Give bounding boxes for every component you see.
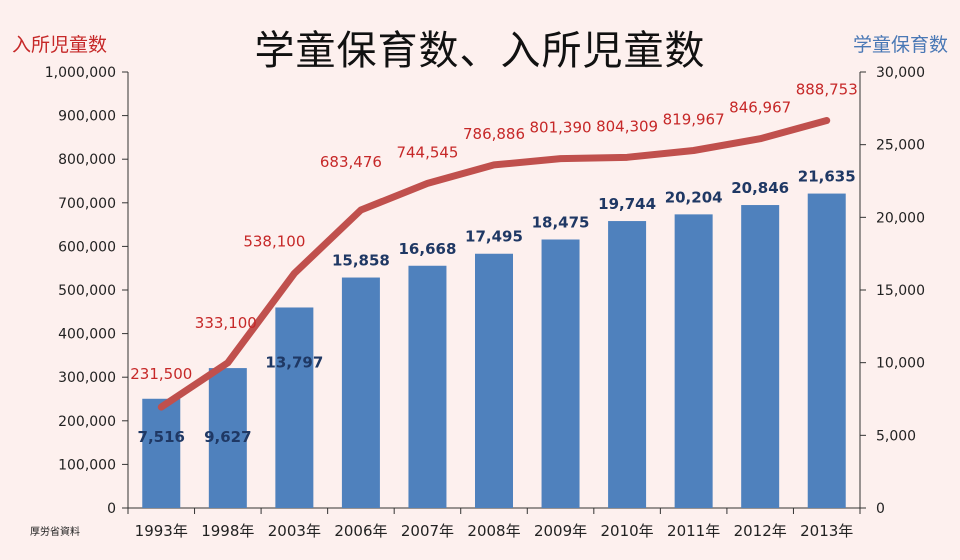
chart-title: 学童保育数、入所児童数 [254,28,706,74]
left-tick-label: 700,000 [58,196,116,212]
line-data-label: 801,390 [530,119,592,137]
right-tick-label: 20,000 [876,210,925,226]
bar-data-label: 17,495 [465,228,523,246]
right-axis-title: 学童保育数 [852,34,948,56]
bar [275,307,314,508]
bar [208,368,247,508]
x-tick-label: 1998年 [201,522,254,540]
left-tick-label: 600,000 [58,239,116,255]
children-line [157,117,831,411]
bar-data-label: 21,635 [798,168,856,186]
left-tick-label: 1,000,000 [45,65,116,81]
left-tick-label: 400,000 [58,327,116,343]
line-data-label: 786,886 [463,125,525,143]
bar-data-label: 16,668 [399,240,457,258]
left-tick-label: 200,000 [58,414,116,430]
left-tick-label: 800,000 [58,152,116,168]
bar-data-label: 19,744 [598,195,656,213]
left-axis-title: 入所児童数 [12,34,108,56]
left-tick-label: 0 [107,501,116,517]
bar-data-label: 9,627 [204,428,251,446]
bar-data-label: 18,475 [532,213,590,231]
bar-data-label: 13,797 [265,353,323,371]
left-tick-label: 300,000 [58,370,116,386]
bar [674,214,713,508]
bar [408,265,447,508]
bar [142,398,181,508]
right-tick-label: 15,000 [876,283,925,299]
bar-data-label: 7,516 [138,428,185,446]
x-tick-label: 2009年 [534,522,587,540]
line-data-label: 683,476 [320,153,382,171]
right-tick-label: 30,000 [876,65,925,81]
line-data-label: 231,500 [130,365,192,383]
x-tick-label: 2011年 [667,522,720,540]
bar-data-label: 15,858 [332,252,390,270]
x-tick-label: 2013年 [800,522,853,540]
right-tick-label: 0 [876,501,885,517]
line-data-label: 538,100 [243,232,305,250]
line-data-label: 819,967 [663,110,725,128]
left-tick-label: 500,000 [58,283,116,299]
source-note: 厚労省資料 [30,527,80,538]
bar [741,205,780,508]
bar [475,253,513,508]
line-data-label: 804,309 [596,117,658,135]
bar [608,221,647,508]
x-tick-label: 2003年 [268,522,321,540]
x-tick-label: 2008年 [467,522,520,540]
left-tick-label: 900,000 [58,109,116,125]
right-tick-label: 25,000 [876,138,925,154]
bar [541,239,580,508]
x-tick-label: 2006年 [334,522,387,540]
x-tick-label: 2012年 [734,522,787,540]
bar-data-label: 20,846 [731,179,789,197]
line-data-label: 744,545 [396,143,458,161]
right-tick-label: 5,000 [876,428,916,444]
left-tick-label: 100,000 [58,457,116,473]
x-tick-label: 2010年 [600,522,653,540]
right-tick-label: 10,000 [876,356,925,372]
bar [341,277,380,508]
line-data-label: 333,100 [195,314,257,332]
x-tick-label: 2007年 [401,522,454,540]
bar [807,193,846,508]
line-data-label: 888,753 [796,81,858,99]
x-tick-label: 1993年 [135,522,188,540]
bar-data-label: 20,204 [665,188,723,206]
line-data-label: 846,967 [729,99,791,117]
